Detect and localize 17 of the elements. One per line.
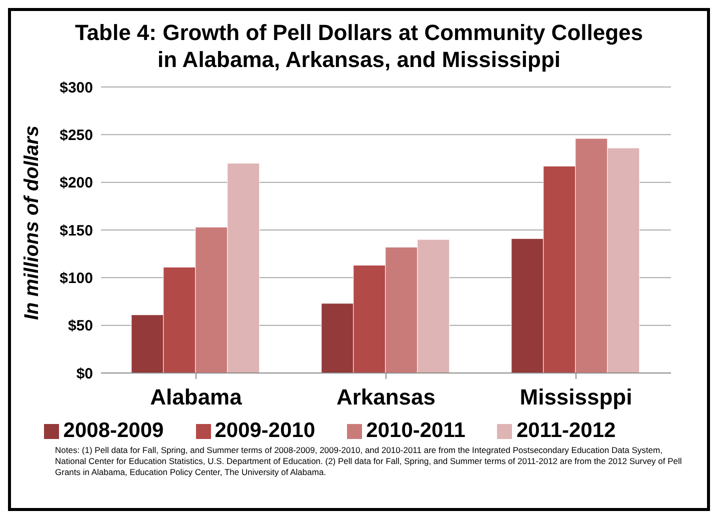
legend-label: 2008-2009 xyxy=(63,419,164,442)
x-tick-label: Arkansas xyxy=(336,384,436,410)
legend-label: 2011-2012 xyxy=(516,419,616,442)
y-tick-label: $50 xyxy=(68,318,93,335)
chart-title: Table 4: Growth of Pell Dollars at Community Colleges in Alabama, Arkansas, and Mississippi xyxy=(74,19,644,73)
legend-label: 2010-2011 xyxy=(366,419,466,442)
y-tick-label: $150 xyxy=(60,222,93,240)
text: Notes: (1) Pell data for Fall, Spring, and Summer terms of 2008-2009, 2009-2010, and 2010-2011 are from the Integrated Postsecondary Education Data System, National Center for Education Statistics, U.S. Department of Education. (2) Pell data for Fall, Spring, and Summer terms of 2011-2012 are from the 2012 Survey of Pell Grants in Alabama, Education Policy Center, The University of Alabama. xyxy=(55,445,683,478)
legend-label: 2009-2010 xyxy=(214,419,316,442)
y-tick-label: $300 xyxy=(60,79,93,96)
x-tick-label: Alabama xyxy=(150,384,243,410)
y-axis-title: In millions of dollars xyxy=(21,126,44,320)
y-tick-label: $0 xyxy=(76,365,93,382)
x-tick-label: Mississppi xyxy=(520,384,632,410)
y-tick-label: $200 xyxy=(60,174,93,192)
y-tick-label: $250 xyxy=(60,126,93,144)
y-tick-label: $100 xyxy=(60,270,93,287)
